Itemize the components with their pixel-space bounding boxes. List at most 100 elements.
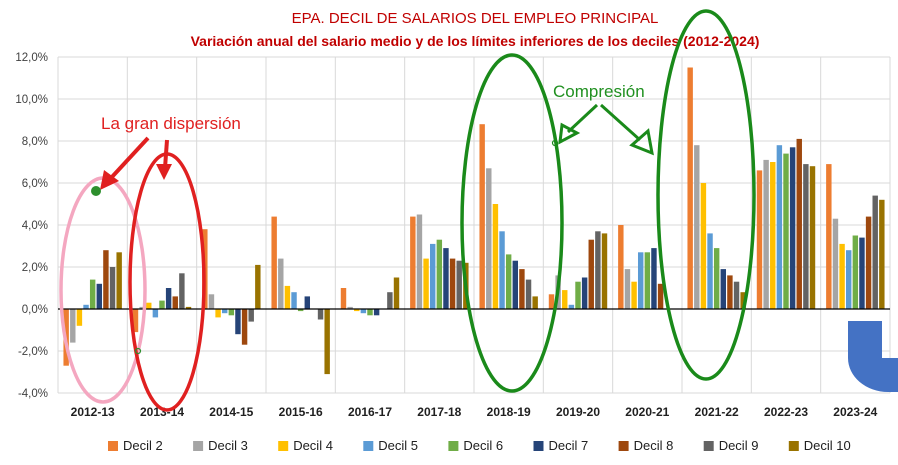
red-arrow-left: [109, 136, 150, 180]
legend-swatch: [108, 441, 118, 451]
bar: [347, 306, 353, 309]
bar: [221, 309, 228, 314]
legend-label: Decil 9: [719, 438, 759, 453]
bar: [436, 239, 443, 309]
bar: [179, 273, 185, 309]
chart-title: EPA. DECIL DE SALARIOS DEL EMPLEO PRINCI…: [292, 10, 659, 27]
bar: [581, 277, 588, 309]
bar: [532, 296, 538, 309]
red-arrowhead-left: [100, 170, 119, 190]
bar: [271, 216, 277, 309]
y-tick-label: 4,0%: [22, 220, 48, 232]
bar: [410, 216, 416, 309]
legend-label: Decil 7: [549, 438, 589, 453]
bar: [720, 269, 727, 309]
y-tick-label: 12,0%: [15, 52, 48, 64]
legend-swatch: [278, 441, 289, 451]
chart-subtitle: Variación anual del salario medio y de l…: [191, 33, 760, 49]
bar: [132, 309, 139, 333]
bar: [479, 124, 485, 309]
bar: [657, 283, 664, 309]
green-arrow-right: [599, 103, 642, 142]
legend-label: Decil 5: [378, 438, 418, 453]
bar: [789, 147, 796, 309]
bar: [492, 204, 499, 309]
x-tick-label: 2023-24: [833, 405, 877, 419]
gridlines: [57, 56, 891, 394]
y-tick-label: 2,0%: [22, 262, 48, 274]
pink-ellipse: [59, 176, 147, 404]
bar: [360, 309, 367, 314]
bar: [228, 309, 235, 316]
bar: [763, 159, 769, 309]
bar: [512, 260, 519, 309]
green-arrowhead-right: [629, 128, 654, 156]
bar: [297, 309, 304, 312]
bar: [159, 300, 165, 309]
green-dot: [91, 186, 101, 196]
red-ellipse: [128, 152, 206, 412]
bar: [707, 233, 713, 309]
y-tick-label: -2,0%: [18, 346, 48, 358]
x-tick-label: 2021-22: [695, 405, 739, 419]
x-tick-label: 2017-18: [417, 405, 461, 419]
small-green-dot: [134, 347, 142, 355]
bar: [713, 248, 720, 309]
bar: [756, 170, 763, 309]
bar: [393, 277, 400, 309]
annotations: La gran dispersión Compresión: [59, 9, 898, 412]
bar: [601, 233, 608, 309]
bar: [367, 309, 373, 316]
y-tick-label: 10,0%: [15, 94, 48, 106]
bar: [783, 153, 789, 309]
legend-swatch: [788, 441, 799, 451]
bar: [340, 288, 347, 309]
bar: [185, 306, 192, 309]
bar: [486, 168, 492, 309]
bar: [631, 281, 637, 309]
bar: [76, 309, 83, 326]
bar: [304, 296, 311, 309]
legend-label: Decil 3: [208, 438, 248, 453]
x-tick-label: 2018-19: [487, 405, 531, 419]
bar: [624, 269, 631, 309]
legend-swatch: [703, 441, 714, 451]
bar: [796, 138, 802, 309]
bar: [146, 302, 152, 309]
blue-corner-shape: [848, 321, 898, 392]
bar: [803, 164, 809, 309]
bar: [519, 269, 525, 309]
dispersion-label: La gran dispersión: [101, 114, 241, 133]
bar: [172, 296, 178, 309]
bar: [255, 264, 261, 309]
bar: [770, 162, 776, 309]
green-ellipse-left: [460, 53, 564, 393]
bar: [443, 248, 449, 309]
bar: [152, 309, 159, 318]
bar: [865, 216, 872, 309]
bar: [215, 309, 221, 318]
y-tick-label: 0,0%: [22, 304, 48, 316]
bar: [733, 281, 740, 309]
bar: [727, 275, 733, 309]
bar: [740, 292, 746, 309]
legend-label: Decil 10: [804, 438, 851, 453]
y-tick-label: -4,0%: [18, 388, 48, 400]
bar: [687, 67, 693, 309]
bar: [165, 288, 172, 309]
compression-label: Compresión: [553, 82, 645, 101]
bar: [859, 237, 865, 309]
legend-swatch: [363, 441, 374, 451]
bar: [324, 309, 330, 375]
legend-swatch: [448, 441, 459, 451]
green-arrow-left: [566, 103, 599, 134]
legend-label: Decil 4: [293, 438, 333, 453]
bar: [235, 309, 241, 335]
bar: [278, 258, 284, 309]
bar: [116, 252, 122, 309]
bar: [637, 252, 644, 309]
bar: [852, 235, 859, 309]
x-axis: 2012-13 2013-14 2014-15 2015-16 2016-17 2017-…: [71, 405, 878, 419]
bar: [429, 243, 436, 309]
bar: [568, 304, 575, 309]
